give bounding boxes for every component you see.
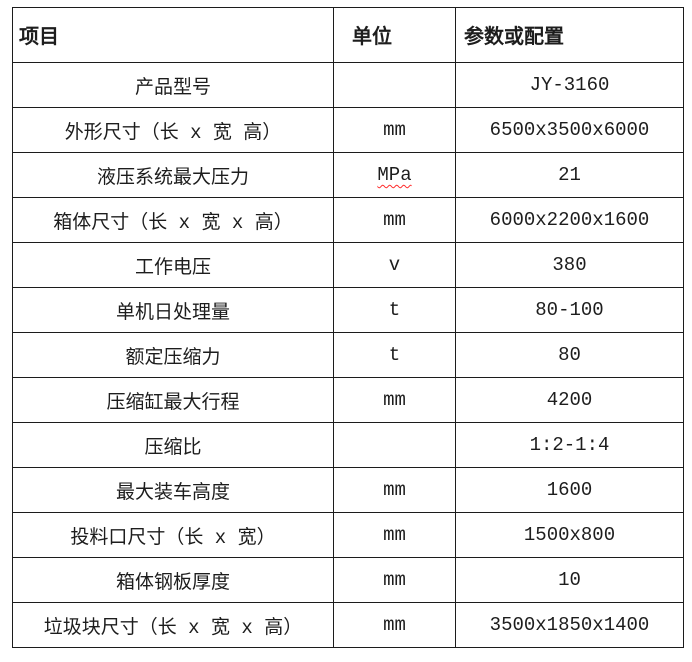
spec-row-feed-opening-size: 投料口尺寸（长 x 宽） mm 1500x800 bbox=[12, 512, 684, 558]
value-cell: 380 bbox=[455, 242, 684, 288]
unit-cell: MPa bbox=[333, 152, 456, 198]
value-cell: 80 bbox=[455, 332, 684, 378]
value-cell: JY-3160 bbox=[455, 62, 684, 108]
item-cell: 工作电压 bbox=[12, 242, 334, 288]
spec-row-box-steel-plate-thickness: 箱体钢板厚度 mm 10 bbox=[12, 557, 684, 603]
unit-cell: mm bbox=[333, 197, 456, 243]
item-cell: 额定压缩力 bbox=[12, 332, 334, 378]
spec-row-rated-compression-force: 额定压缩力 t 80 bbox=[12, 332, 684, 378]
header-unit-label: 单位 bbox=[333, 7, 456, 63]
value-cell: 3500x1850x1400 bbox=[455, 602, 684, 648]
unit-cell: mm bbox=[333, 512, 456, 558]
item-cell: 投料口尺寸（长 x 宽） bbox=[12, 512, 334, 558]
header-item-label: 项目 bbox=[12, 7, 334, 63]
unit-cell: mm bbox=[333, 557, 456, 603]
item-cell: 箱体尺寸（长 x 宽 x 高） bbox=[12, 197, 334, 243]
unit-cell: v bbox=[333, 242, 456, 288]
unit-cell: mm bbox=[333, 377, 456, 423]
item-cell: 外形尺寸（长 x 宽 高） bbox=[12, 107, 334, 153]
unit-cell bbox=[333, 62, 456, 108]
unit-cell: t bbox=[333, 332, 456, 378]
spec-row-garbage-block-size: 垃圾块尺寸（长 x 宽 x 高） mm 3500x1850x1400 bbox=[12, 602, 684, 648]
spec-row-hydraulic-max-pressure: 液压系统最大压力 MPa 21 bbox=[12, 152, 684, 198]
item-cell: 液压系统最大压力 bbox=[12, 152, 334, 198]
unit-text-spellcheck-underline: MPa bbox=[377, 164, 412, 186]
value-cell: 4200 bbox=[455, 377, 684, 423]
unit-cell: mm bbox=[333, 467, 456, 513]
spec-row-box-dimensions: 箱体尺寸（长 x 宽 x 高） mm 6000x2200x1600 bbox=[12, 197, 684, 243]
spec-row-cylinder-max-stroke: 压缩缸最大行程 mm 4200 bbox=[12, 377, 684, 423]
item-cell: 垃圾块尺寸（长 x 宽 x 高） bbox=[12, 602, 334, 648]
item-cell: 箱体钢板厚度 bbox=[12, 557, 334, 603]
value-cell: 1:2-1:4 bbox=[455, 422, 684, 468]
product-spec-table: 项目 单位 参数或配置 产品型号 JY-3160 外形尺寸（长 x 宽 高） m… bbox=[12, 7, 684, 648]
header-row: 项目 单位 参数或配置 bbox=[12, 7, 684, 63]
value-cell: 6000x2200x1600 bbox=[455, 197, 684, 243]
value-cell: 80-100 bbox=[455, 287, 684, 333]
item-cell: 产品型号 bbox=[12, 62, 334, 108]
unit-cell bbox=[333, 422, 456, 468]
value-cell: 21 bbox=[455, 152, 684, 198]
spec-row-daily-capacity: 单机日处理量 t 80-100 bbox=[12, 287, 684, 333]
item-cell: 压缩比 bbox=[12, 422, 334, 468]
spec-row-compression-ratio: 压缩比 1:2-1:4 bbox=[12, 422, 684, 468]
item-cell: 最大装车高度 bbox=[12, 467, 334, 513]
spec-row-max-loading-height: 最大装车高度 mm 1600 bbox=[12, 467, 684, 513]
value-cell: 1500x800 bbox=[455, 512, 684, 558]
value-cell: 1600 bbox=[455, 467, 684, 513]
item-cell: 压缩缸最大行程 bbox=[12, 377, 334, 423]
value-cell: 10 bbox=[455, 557, 684, 603]
item-cell: 单机日处理量 bbox=[12, 287, 334, 333]
unit-cell: t bbox=[333, 287, 456, 333]
value-cell: 6500x3500x6000 bbox=[455, 107, 684, 153]
spec-row-working-voltage: 工作电压 v 380 bbox=[12, 242, 684, 288]
spec-row-product-model: 产品型号 JY-3160 bbox=[12, 62, 684, 108]
spec-row-overall-dimensions: 外形尺寸（长 x 宽 高） mm 6500x3500x6000 bbox=[12, 107, 684, 153]
unit-cell: mm bbox=[333, 602, 456, 648]
header-value-label: 参数或配置 bbox=[455, 7, 684, 63]
unit-cell: mm bbox=[333, 107, 456, 153]
